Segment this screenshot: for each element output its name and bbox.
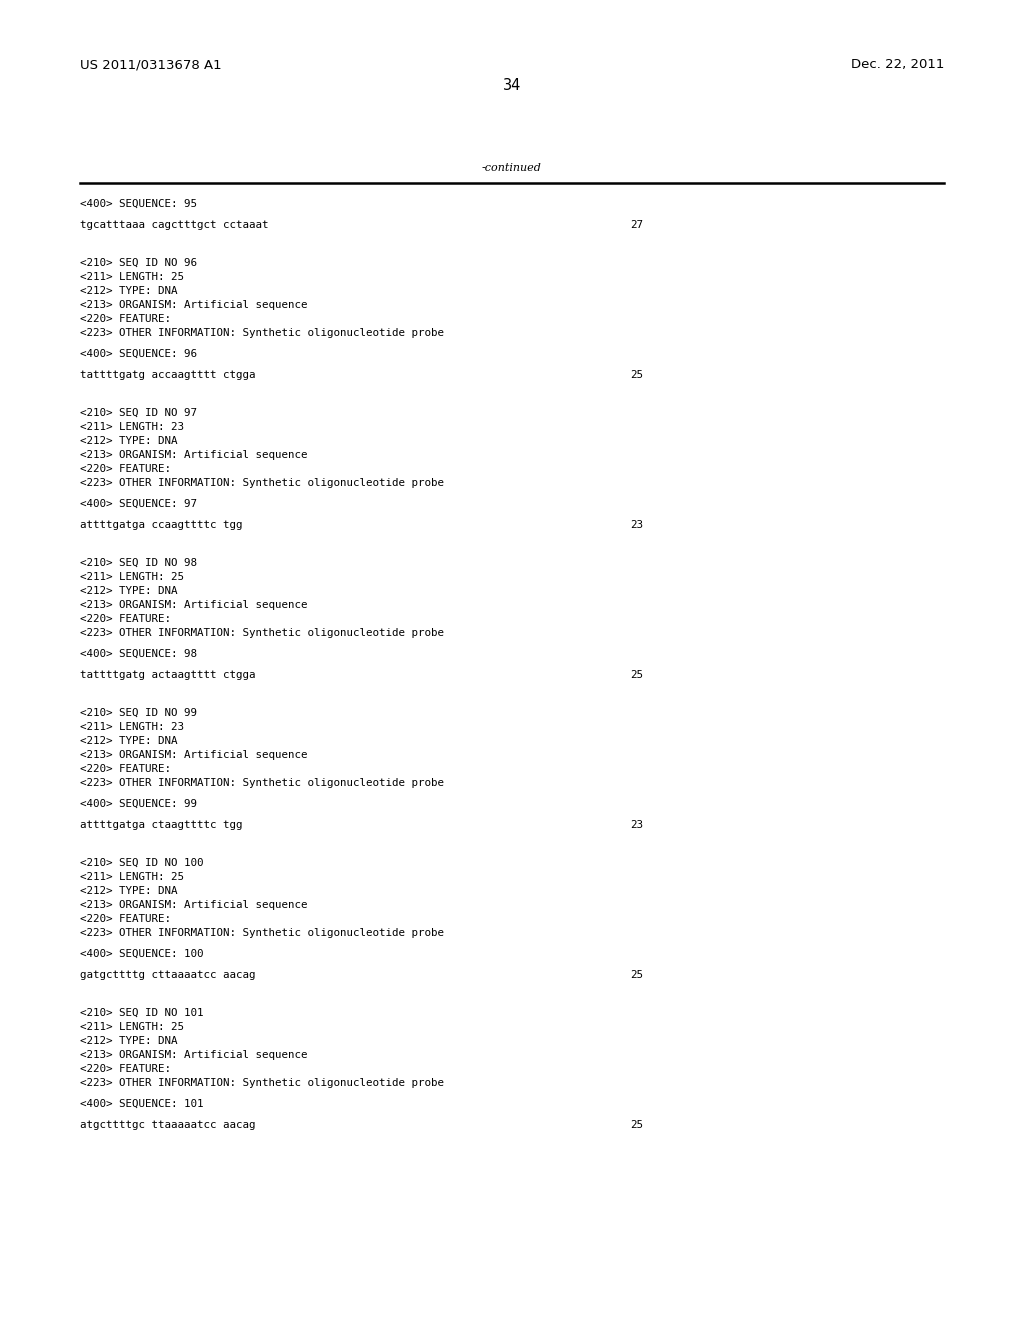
Text: <223> OTHER INFORMATION: Synthetic oligonucleotide probe: <223> OTHER INFORMATION: Synthetic oligo… <box>80 1078 444 1088</box>
Text: <220> FEATURE:: <220> FEATURE: <box>80 764 171 774</box>
Text: <223> OTHER INFORMATION: Synthetic oligonucleotide probe: <223> OTHER INFORMATION: Synthetic oligo… <box>80 628 444 638</box>
Text: tattttgatg actaagtttt ctgga: tattttgatg actaagtttt ctgga <box>80 671 256 680</box>
Text: atgcttttgc ttaaaaatcc aacag: atgcttttgc ttaaaaatcc aacag <box>80 1119 256 1130</box>
Text: <400> SEQUENCE: 97: <400> SEQUENCE: 97 <box>80 499 197 510</box>
Text: <211> LENGTH: 23: <211> LENGTH: 23 <box>80 722 184 733</box>
Text: <213> ORGANISM: Artificial sequence: <213> ORGANISM: Artificial sequence <box>80 1049 307 1060</box>
Text: 34: 34 <box>503 78 521 92</box>
Text: <220> FEATURE:: <220> FEATURE: <box>80 614 171 624</box>
Text: <213> ORGANISM: Artificial sequence: <213> ORGANISM: Artificial sequence <box>80 750 307 760</box>
Text: <400> SEQUENCE: 99: <400> SEQUENCE: 99 <box>80 799 197 809</box>
Text: <400> SEQUENCE: 100: <400> SEQUENCE: 100 <box>80 949 204 960</box>
Text: <210> SEQ ID NO 96: <210> SEQ ID NO 96 <box>80 257 197 268</box>
Text: <212> TYPE: DNA: <212> TYPE: DNA <box>80 436 177 446</box>
Text: <220> FEATURE:: <220> FEATURE: <box>80 314 171 323</box>
Text: <212> TYPE: DNA: <212> TYPE: DNA <box>80 1036 177 1045</box>
Text: attttgatga ccaagttttc tgg: attttgatga ccaagttttc tgg <box>80 520 243 531</box>
Text: 25: 25 <box>630 1119 643 1130</box>
Text: 23: 23 <box>630 820 643 830</box>
Text: <211> LENGTH: 23: <211> LENGTH: 23 <box>80 422 184 432</box>
Text: <210> SEQ ID NO 98: <210> SEQ ID NO 98 <box>80 558 197 568</box>
Text: 27: 27 <box>630 220 643 230</box>
Text: tgcatttaaa cagctttgct cctaaat: tgcatttaaa cagctttgct cctaaat <box>80 220 268 230</box>
Text: <400> SEQUENCE: 96: <400> SEQUENCE: 96 <box>80 348 197 359</box>
Text: <223> OTHER INFORMATION: Synthetic oligonucleotide probe: <223> OTHER INFORMATION: Synthetic oligo… <box>80 928 444 939</box>
Text: attttgatga ctaagttttc tgg: attttgatga ctaagttttc tgg <box>80 820 243 830</box>
Text: <213> ORGANISM: Artificial sequence: <213> ORGANISM: Artificial sequence <box>80 601 307 610</box>
Text: <210> SEQ ID NO 99: <210> SEQ ID NO 99 <box>80 708 197 718</box>
Text: <211> LENGTH: 25: <211> LENGTH: 25 <box>80 272 184 282</box>
Text: <400> SEQUENCE: 95: <400> SEQUENCE: 95 <box>80 199 197 209</box>
Text: 25: 25 <box>630 671 643 680</box>
Text: Dec. 22, 2011: Dec. 22, 2011 <box>851 58 944 71</box>
Text: <220> FEATURE:: <220> FEATURE: <box>80 465 171 474</box>
Text: <220> FEATURE:: <220> FEATURE: <box>80 1064 171 1074</box>
Text: <210> SEQ ID NO 100: <210> SEQ ID NO 100 <box>80 858 204 869</box>
Text: <213> ORGANISM: Artificial sequence: <213> ORGANISM: Artificial sequence <box>80 450 307 459</box>
Text: <400> SEQUENCE: 101: <400> SEQUENCE: 101 <box>80 1100 204 1109</box>
Text: <212> TYPE: DNA: <212> TYPE: DNA <box>80 737 177 746</box>
Text: 25: 25 <box>630 970 643 979</box>
Text: <223> OTHER INFORMATION: Synthetic oligonucleotide probe: <223> OTHER INFORMATION: Synthetic oligo… <box>80 777 444 788</box>
Text: <211> LENGTH: 25: <211> LENGTH: 25 <box>80 572 184 582</box>
Text: <220> FEATURE:: <220> FEATURE: <box>80 913 171 924</box>
Text: 23: 23 <box>630 520 643 531</box>
Text: <211> LENGTH: 25: <211> LENGTH: 25 <box>80 1022 184 1032</box>
Text: <223> OTHER INFORMATION: Synthetic oligonucleotide probe: <223> OTHER INFORMATION: Synthetic oligo… <box>80 327 444 338</box>
Text: <210> SEQ ID NO 101: <210> SEQ ID NO 101 <box>80 1008 204 1018</box>
Text: 25: 25 <box>630 370 643 380</box>
Text: -continued: -continued <box>482 162 542 173</box>
Text: <223> OTHER INFORMATION: Synthetic oligonucleotide probe: <223> OTHER INFORMATION: Synthetic oligo… <box>80 478 444 488</box>
Text: tattttgatg accaagtttt ctgga: tattttgatg accaagtttt ctgga <box>80 370 256 380</box>
Text: <213> ORGANISM: Artificial sequence: <213> ORGANISM: Artificial sequence <box>80 900 307 909</box>
Text: <211> LENGTH: 25: <211> LENGTH: 25 <box>80 873 184 882</box>
Text: <212> TYPE: DNA: <212> TYPE: DNA <box>80 886 177 896</box>
Text: <212> TYPE: DNA: <212> TYPE: DNA <box>80 286 177 296</box>
Text: <213> ORGANISM: Artificial sequence: <213> ORGANISM: Artificial sequence <box>80 300 307 310</box>
Text: <212> TYPE: DNA: <212> TYPE: DNA <box>80 586 177 597</box>
Text: US 2011/0313678 A1: US 2011/0313678 A1 <box>80 58 221 71</box>
Text: <210> SEQ ID NO 97: <210> SEQ ID NO 97 <box>80 408 197 418</box>
Text: gatgcttttg cttaaaatcc aacag: gatgcttttg cttaaaatcc aacag <box>80 970 256 979</box>
Text: <400> SEQUENCE: 98: <400> SEQUENCE: 98 <box>80 649 197 659</box>
